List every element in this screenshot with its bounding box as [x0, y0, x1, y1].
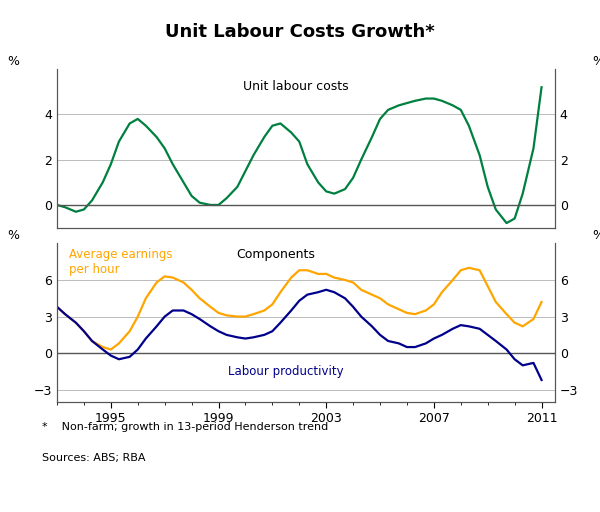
Text: Unit Labour Costs Growth*: Unit Labour Costs Growth* [165, 23, 435, 41]
Text: *    Non-farm; growth in 13-period Henderson trend: * Non-farm; growth in 13-period Henderso… [42, 422, 328, 433]
Text: Components: Components [236, 248, 316, 261]
Text: %: % [592, 55, 600, 68]
Text: Average earnings
per hour: Average earnings per hour [70, 248, 173, 276]
Text: %: % [8, 229, 20, 242]
Text: %: % [8, 55, 20, 68]
Text: %: % [592, 229, 600, 242]
Text: Unit labour costs: Unit labour costs [243, 80, 349, 93]
Text: Sources: ABS; RBA: Sources: ABS; RBA [42, 453, 146, 463]
Text: Labour productivity: Labour productivity [228, 366, 344, 378]
